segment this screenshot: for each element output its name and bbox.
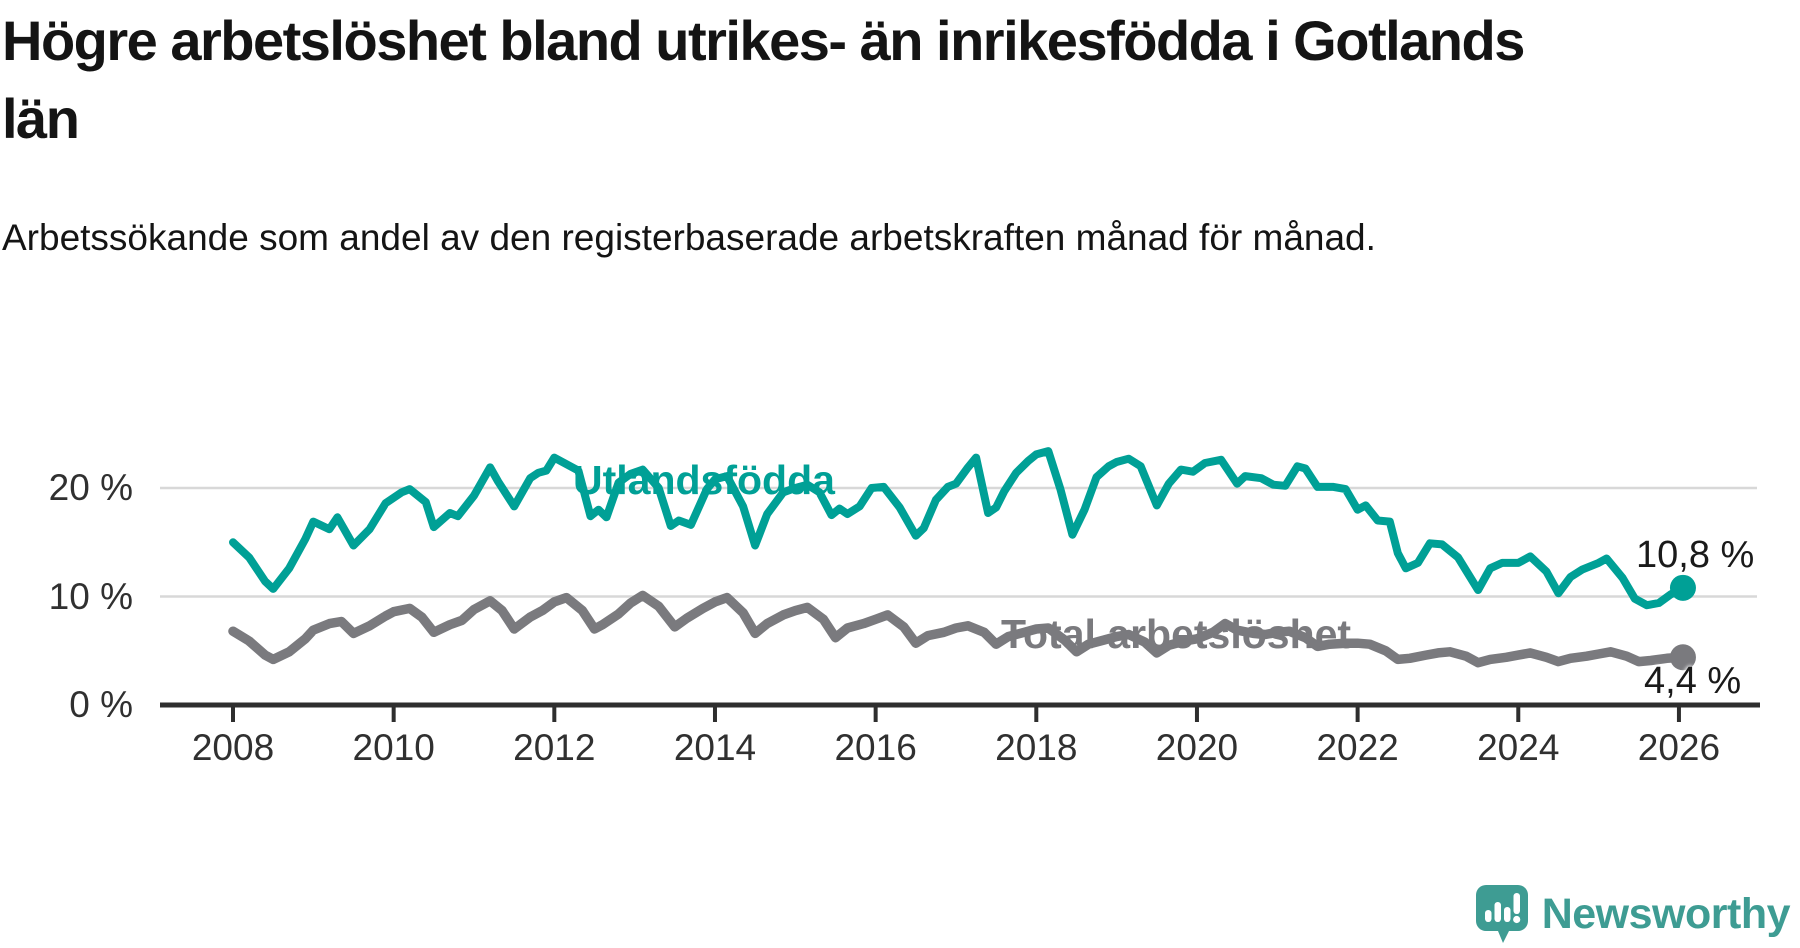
end-value-label-utlandsfodda: 10,8 % — [1636, 534, 1755, 576]
x-tick-label: 2010 — [352, 727, 435, 768]
x-tick-label: 2018 — [995, 727, 1078, 768]
x-tick-label: 2026 — [1637, 727, 1721, 768]
series-line-total — [228, 590, 1688, 668]
bar-1 — [1484, 910, 1492, 922]
x-tick-label: 2012 — [513, 727, 596, 768]
newsworthy-logo: Newsworthy — [1475, 884, 1791, 944]
series-line-utlandsfodda — [229, 447, 1687, 610]
series-end-dot-total — [1669, 644, 1696, 671]
x-tick-label: 2022 — [1316, 727, 1399, 768]
end-value-label-total: 4,4 % — [1644, 660, 1742, 702]
speech-bubble-shape — [1475, 885, 1528, 943]
series-label-utlandsfodda: Utlandsfödda — [573, 457, 835, 503]
x-tick-label: 2008 — [191, 727, 275, 768]
series-label-total-arbetsloshet: Total arbetslöshet — [1001, 611, 1352, 657]
newsworthy-icon — [1475, 885, 1528, 943]
chart-subtitle: Arbetssökande som andel av den registerb… — [2, 217, 1376, 258]
newsworthy-wordmark: Newsworthy — [1541, 889, 1791, 938]
y-tick-label: 0 % — [69, 684, 133, 725]
x-tick-label: 2016 — [834, 727, 917, 768]
page-title: Högre arbetslöshet bland utrikes- än inr… — [2, 9, 1525, 150]
x-tick-label: 2014 — [673, 727, 757, 768]
exclamation-dot — [1512, 915, 1521, 924]
bar-3 — [1503, 907, 1511, 922]
y-tick-label: 20 % — [48, 467, 133, 508]
bar-2 — [1494, 902, 1501, 922]
y-tick-label: 10 % — [48, 575, 133, 617]
x-tick-label: 2020 — [1155, 727, 1239, 768]
exclamation-bar — [1513, 893, 1520, 914]
series-end-dot-utlandsfodda — [1669, 574, 1696, 601]
x-tick-label: 2024 — [1477, 727, 1560, 768]
